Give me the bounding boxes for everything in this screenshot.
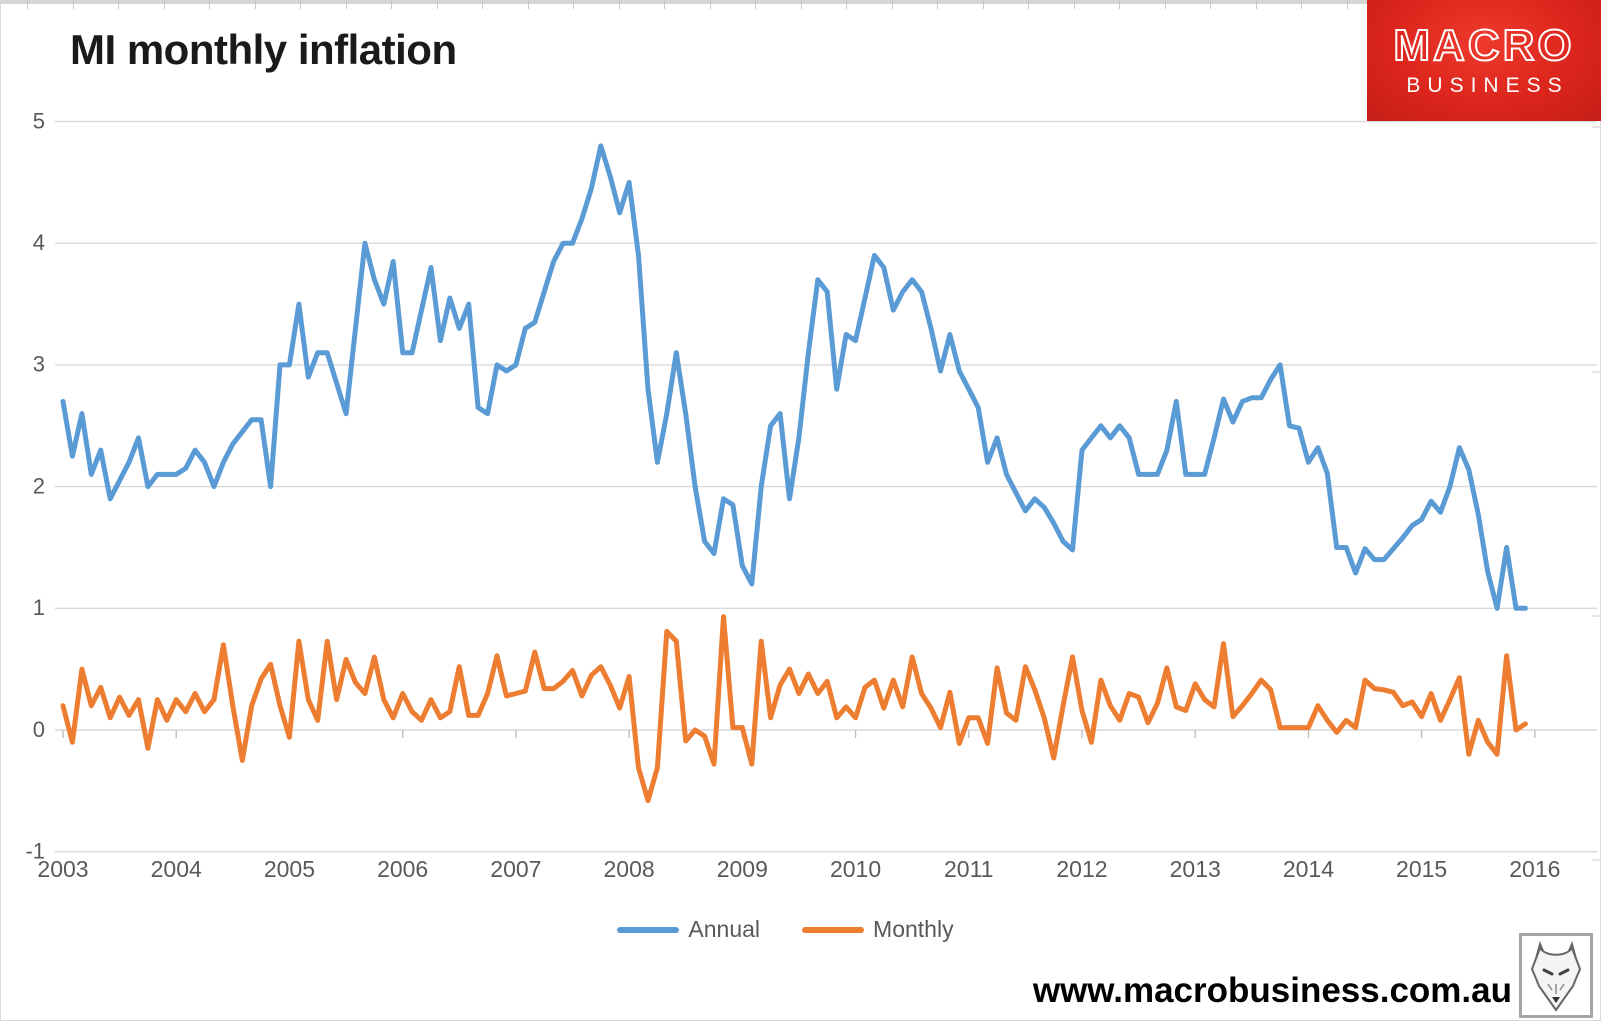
column-tick: [573, 0, 574, 9]
x-tick-label: 2014: [1283, 856, 1334, 882]
x-tick-label: 2015: [1396, 856, 1447, 882]
column-tick: [800, 0, 802, 9]
column-tick: [1028, 0, 1029, 9]
column-tick: [391, 0, 392, 9]
x-tick-label: 2007: [490, 856, 541, 882]
legend-item-annual: Annual: [617, 916, 760, 943]
column-tick: [345, 0, 347, 9]
column-tick: [1073, 0, 1075, 9]
y-tick-label: 0: [33, 717, 45, 742]
x-tick-label: 2008: [604, 856, 655, 882]
column-tick: [1119, 0, 1120, 9]
column-tick: [891, 0, 893, 9]
legend-swatch-annual: [617, 926, 680, 933]
column-tick: [755, 0, 756, 9]
x-tick-label: 2010: [830, 856, 881, 882]
column-tick: [982, 0, 984, 9]
column-tick: [709, 0, 711, 9]
column-tick: [1210, 0, 1211, 9]
column-tick: [209, 0, 210, 9]
legend-swatch-monthly: [802, 926, 865, 933]
column-tick: [1346, 0, 1348, 9]
legend: Annual Monthly: [0, 916, 1571, 943]
legend-label-monthly: Monthly: [873, 916, 954, 942]
x-tick-label: 2011: [944, 856, 993, 882]
column-tick: [1301, 0, 1302, 9]
column-tick: [436, 0, 438, 9]
column-tick: [846, 0, 847, 9]
column-tick: [1164, 0, 1166, 9]
column-tick: [163, 0, 165, 9]
legend-label-annual: Annual: [688, 916, 761, 942]
logo-macro-text: MACRO: [1392, 20, 1575, 70]
logo-business-text: BUSINESS: [1406, 73, 1569, 97]
wolf-icon: [1530, 940, 1582, 1012]
x-tick-label: 2003: [37, 856, 88, 882]
x-tick-label: 2013: [1170, 856, 1221, 882]
x-tick-label: 2006: [377, 856, 428, 882]
column-tick: [482, 0, 483, 9]
column-tick: [527, 0, 529, 9]
x-tick-label: 2005: [264, 856, 315, 882]
column-tick: [72, 0, 74, 9]
series-line-monthly: [60, 614, 1528, 804]
column-tick: [937, 0, 938, 9]
chart-title: MI monthly inflation: [70, 26, 457, 73]
series-line-annual: [60, 143, 1528, 611]
column-tick: [664, 0, 665, 9]
website-url: www.macrobusiness.com.au: [1032, 971, 1512, 1010]
x-tick-label: 2004: [151, 856, 202, 882]
column-tick: [254, 0, 256, 9]
macrobusiness-logo: MACRO BUSINESS: [1367, 0, 1601, 121]
y-tick-label: 2: [33, 473, 45, 498]
x-tick-label: 2009: [717, 856, 768, 882]
column-tick: [300, 0, 301, 9]
column-tick: [27, 0, 28, 9]
column-tick: [618, 0, 620, 9]
column-tick: [1255, 0, 1257, 9]
y-tick-label: 5: [33, 108, 45, 133]
y-tick-label: 1: [33, 595, 45, 620]
x-tick-label: 2016: [1509, 856, 1560, 882]
column-tick: [118, 0, 119, 9]
y-tick-label: 3: [33, 352, 45, 377]
x-tick-label: 2012: [1056, 856, 1107, 882]
y-tick-label: -1: [25, 839, 45, 864]
legend-item-monthly: Monthly: [802, 916, 954, 943]
wolf-logo: [1519, 933, 1593, 1018]
y-tick-label: 4: [33, 230, 45, 255]
